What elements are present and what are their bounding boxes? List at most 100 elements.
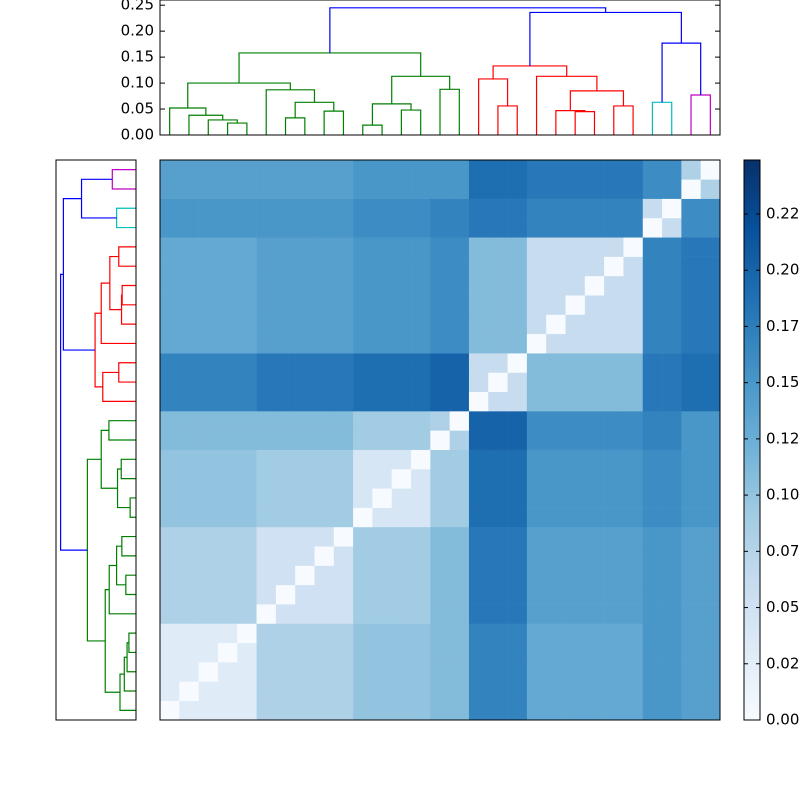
heatmap-cell — [198, 642, 219, 663]
heatmap-cell — [391, 681, 412, 701]
heatmap-cell — [526, 430, 547, 450]
heatmap-cell — [430, 468, 450, 489]
heatmap-cell — [449, 275, 470, 296]
heatmap-cell — [526, 681, 547, 701]
heatmap-cell — [372, 546, 393, 566]
heatmap-cell — [160, 160, 180, 180]
heatmap-cell — [314, 256, 335, 277]
heatmap-cell — [604, 430, 624, 450]
heatmap-cell — [584, 391, 605, 412]
heatmap-cell — [256, 526, 277, 547]
heatmap-cell — [681, 333, 701, 354]
heatmap-cell — [372, 623, 393, 644]
heatmap-cell — [468, 526, 489, 547]
heatmap-cell — [623, 681, 644, 701]
heatmap-cell — [275, 430, 296, 450]
heatmap-cell — [565, 546, 586, 566]
heatmap-cell — [526, 198, 547, 219]
heatmap-cell — [642, 565, 663, 586]
heatmap-cell — [623, 237, 644, 257]
heatmap-cell — [353, 430, 373, 450]
heatmap-cell — [662, 179, 682, 199]
heatmap-cell — [507, 507, 528, 528]
heatmap-cell — [468, 507, 489, 528]
heatmap-cell — [179, 604, 199, 624]
heatmap-cell — [275, 449, 296, 470]
heatmap-cell — [391, 372, 412, 393]
heatmap-cell — [681, 604, 701, 624]
heatmap-cell — [198, 256, 219, 277]
heatmap-cell — [507, 160, 528, 180]
heatmap-cell — [372, 449, 393, 470]
heatmap-cell — [623, 488, 644, 508]
heatmap-cell — [198, 353, 219, 373]
heatmap-cell — [275, 160, 296, 180]
heatmap-cell — [681, 314, 701, 335]
heatmap-cell — [488, 430, 508, 450]
heatmap-cell — [700, 237, 721, 257]
heatmap-cell — [507, 314, 528, 335]
heatmap-cell — [295, 449, 315, 470]
heatmap-cell — [642, 179, 663, 199]
heatmap-cell — [584, 700, 605, 721]
heatmap-cell — [333, 198, 354, 219]
heatmap-cell — [468, 237, 489, 257]
heatmap-cell — [488, 662, 508, 682]
heatmap-cell — [623, 642, 644, 663]
heatmap-cell — [179, 488, 199, 508]
heatmap-cell — [642, 160, 663, 180]
heatmap-cell — [353, 314, 373, 335]
heatmap-cell — [604, 353, 624, 373]
heatmap-cell — [565, 198, 586, 219]
heatmap-cell — [217, 391, 238, 412]
heatmap-cell — [198, 237, 219, 257]
heatmap-cell — [256, 507, 277, 528]
heatmap-cell — [449, 372, 470, 393]
heatmap-cell — [160, 217, 180, 238]
heatmap-cell — [372, 604, 393, 624]
heatmap-cell — [372, 526, 393, 547]
heatmap-cell — [314, 584, 335, 605]
heatmap-cell — [237, 604, 257, 624]
heatmap-cell — [295, 353, 315, 373]
heatmap-cell — [584, 314, 605, 335]
heatmap-cell — [526, 333, 547, 354]
dendrogram-link — [126, 642, 136, 673]
heatmap-cell — [604, 237, 624, 257]
heatmap-cell — [391, 449, 412, 470]
heatmap-cell — [198, 333, 219, 354]
heatmap-cell — [391, 604, 412, 624]
heatmap-cell — [468, 584, 489, 605]
heatmap-cell — [507, 584, 528, 605]
heatmap-cell — [526, 700, 547, 721]
heatmap-cell — [275, 584, 296, 605]
heatmap-cell — [411, 623, 431, 644]
heatmap-cell — [275, 642, 296, 663]
heatmap-cell — [642, 468, 663, 489]
heatmap-cell — [314, 353, 335, 373]
heatmap-cell — [256, 468, 277, 489]
heatmap-cell — [565, 468, 586, 489]
heatmap-cell — [391, 160, 412, 180]
heatmap-cell — [604, 700, 624, 721]
heatmap-cell — [468, 411, 489, 431]
heatmap-cell — [275, 237, 296, 257]
heatmap-cell — [256, 681, 277, 701]
heatmap-cell — [372, 160, 393, 180]
heatmap-cell — [256, 662, 277, 682]
heatmap-cell — [217, 700, 238, 721]
heatmap-cell — [488, 217, 508, 238]
heatmap-cell — [507, 353, 528, 373]
heatmap-cell — [604, 623, 624, 644]
heatmap-cell — [353, 507, 373, 528]
heatmap-cell — [179, 333, 199, 354]
heatmap-cell — [275, 546, 296, 566]
heatmap-cell — [275, 179, 296, 199]
heatmap-cell — [179, 372, 199, 393]
heatmap-cell — [333, 430, 354, 450]
heatmap-cell — [295, 623, 315, 644]
heatmap-cell — [372, 642, 393, 663]
heatmap-cell — [488, 700, 508, 721]
heatmap-cell — [391, 333, 412, 354]
heatmap-cell — [546, 179, 566, 199]
